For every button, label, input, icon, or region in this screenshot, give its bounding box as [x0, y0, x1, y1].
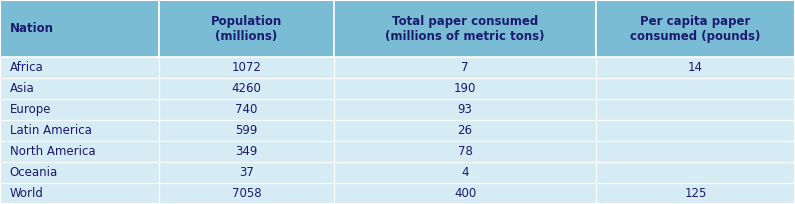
Text: Oceania: Oceania	[10, 166, 58, 179]
Text: 125: 125	[684, 187, 707, 200]
Bar	[0, 183, 159, 204]
Bar	[0, 57, 159, 78]
Text: 349: 349	[235, 145, 258, 158]
Text: 14: 14	[688, 61, 703, 74]
Bar	[0, 99, 159, 120]
Bar	[596, 183, 795, 204]
Text: 37: 37	[239, 166, 254, 179]
Text: Latin America: Latin America	[10, 124, 91, 137]
Bar	[334, 183, 596, 204]
Text: 1072: 1072	[231, 61, 262, 74]
Bar	[596, 99, 795, 120]
Text: 4260: 4260	[231, 82, 262, 95]
Bar	[159, 78, 334, 99]
Text: Per capita paper
consumed (pounds): Per capita paper consumed (pounds)	[630, 14, 761, 43]
Bar	[596, 162, 795, 183]
Bar	[334, 78, 596, 99]
Text: Asia: Asia	[10, 82, 34, 95]
Text: 400: 400	[454, 187, 476, 200]
Bar	[334, 99, 596, 120]
Bar	[0, 120, 159, 141]
Bar	[0, 162, 159, 183]
Bar	[159, 120, 334, 141]
Text: 190: 190	[454, 82, 476, 95]
Bar	[596, 57, 795, 78]
Text: 93: 93	[458, 103, 472, 116]
Bar	[334, 162, 596, 183]
Text: Population
(millions): Population (millions)	[211, 14, 282, 43]
Text: Europe: Europe	[10, 103, 51, 116]
Bar	[596, 78, 795, 99]
Bar	[334, 57, 596, 78]
Bar	[159, 57, 334, 78]
Bar	[596, 141, 795, 162]
Text: 4: 4	[461, 166, 469, 179]
Bar	[159, 183, 334, 204]
Bar	[0, 0, 159, 57]
Text: Africa: Africa	[10, 61, 43, 74]
Text: Nation: Nation	[10, 22, 53, 35]
Bar	[334, 0, 596, 57]
Text: 26: 26	[458, 124, 472, 137]
Text: World: World	[10, 187, 44, 200]
Text: North America: North America	[10, 145, 95, 158]
Bar	[0, 78, 159, 99]
Bar	[159, 99, 334, 120]
Bar	[334, 141, 596, 162]
Text: 7: 7	[461, 61, 469, 74]
Text: 740: 740	[235, 103, 258, 116]
Bar	[159, 141, 334, 162]
Bar	[0, 141, 159, 162]
Bar	[596, 0, 795, 57]
Bar	[159, 0, 334, 57]
Bar	[334, 120, 596, 141]
Bar	[596, 120, 795, 141]
Bar	[159, 162, 334, 183]
Text: Total paper consumed
(millions of metric tons): Total paper consumed (millions of metric…	[386, 14, 545, 43]
Text: 599: 599	[235, 124, 258, 137]
Text: 78: 78	[458, 145, 472, 158]
Text: 7058: 7058	[231, 187, 262, 200]
